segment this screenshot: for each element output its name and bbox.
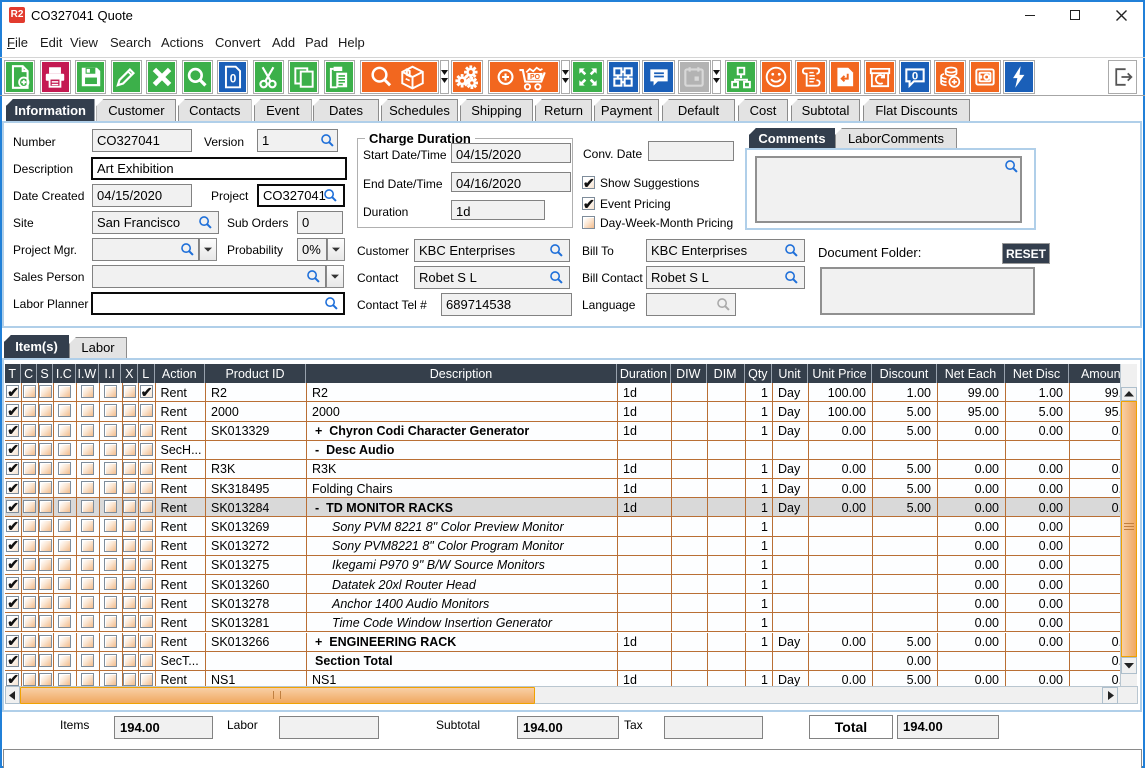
svg-text:0: 0 [229,71,236,85]
svg-text:PO: PO [530,74,541,81]
svg-text:0: 0 [912,71,918,83]
